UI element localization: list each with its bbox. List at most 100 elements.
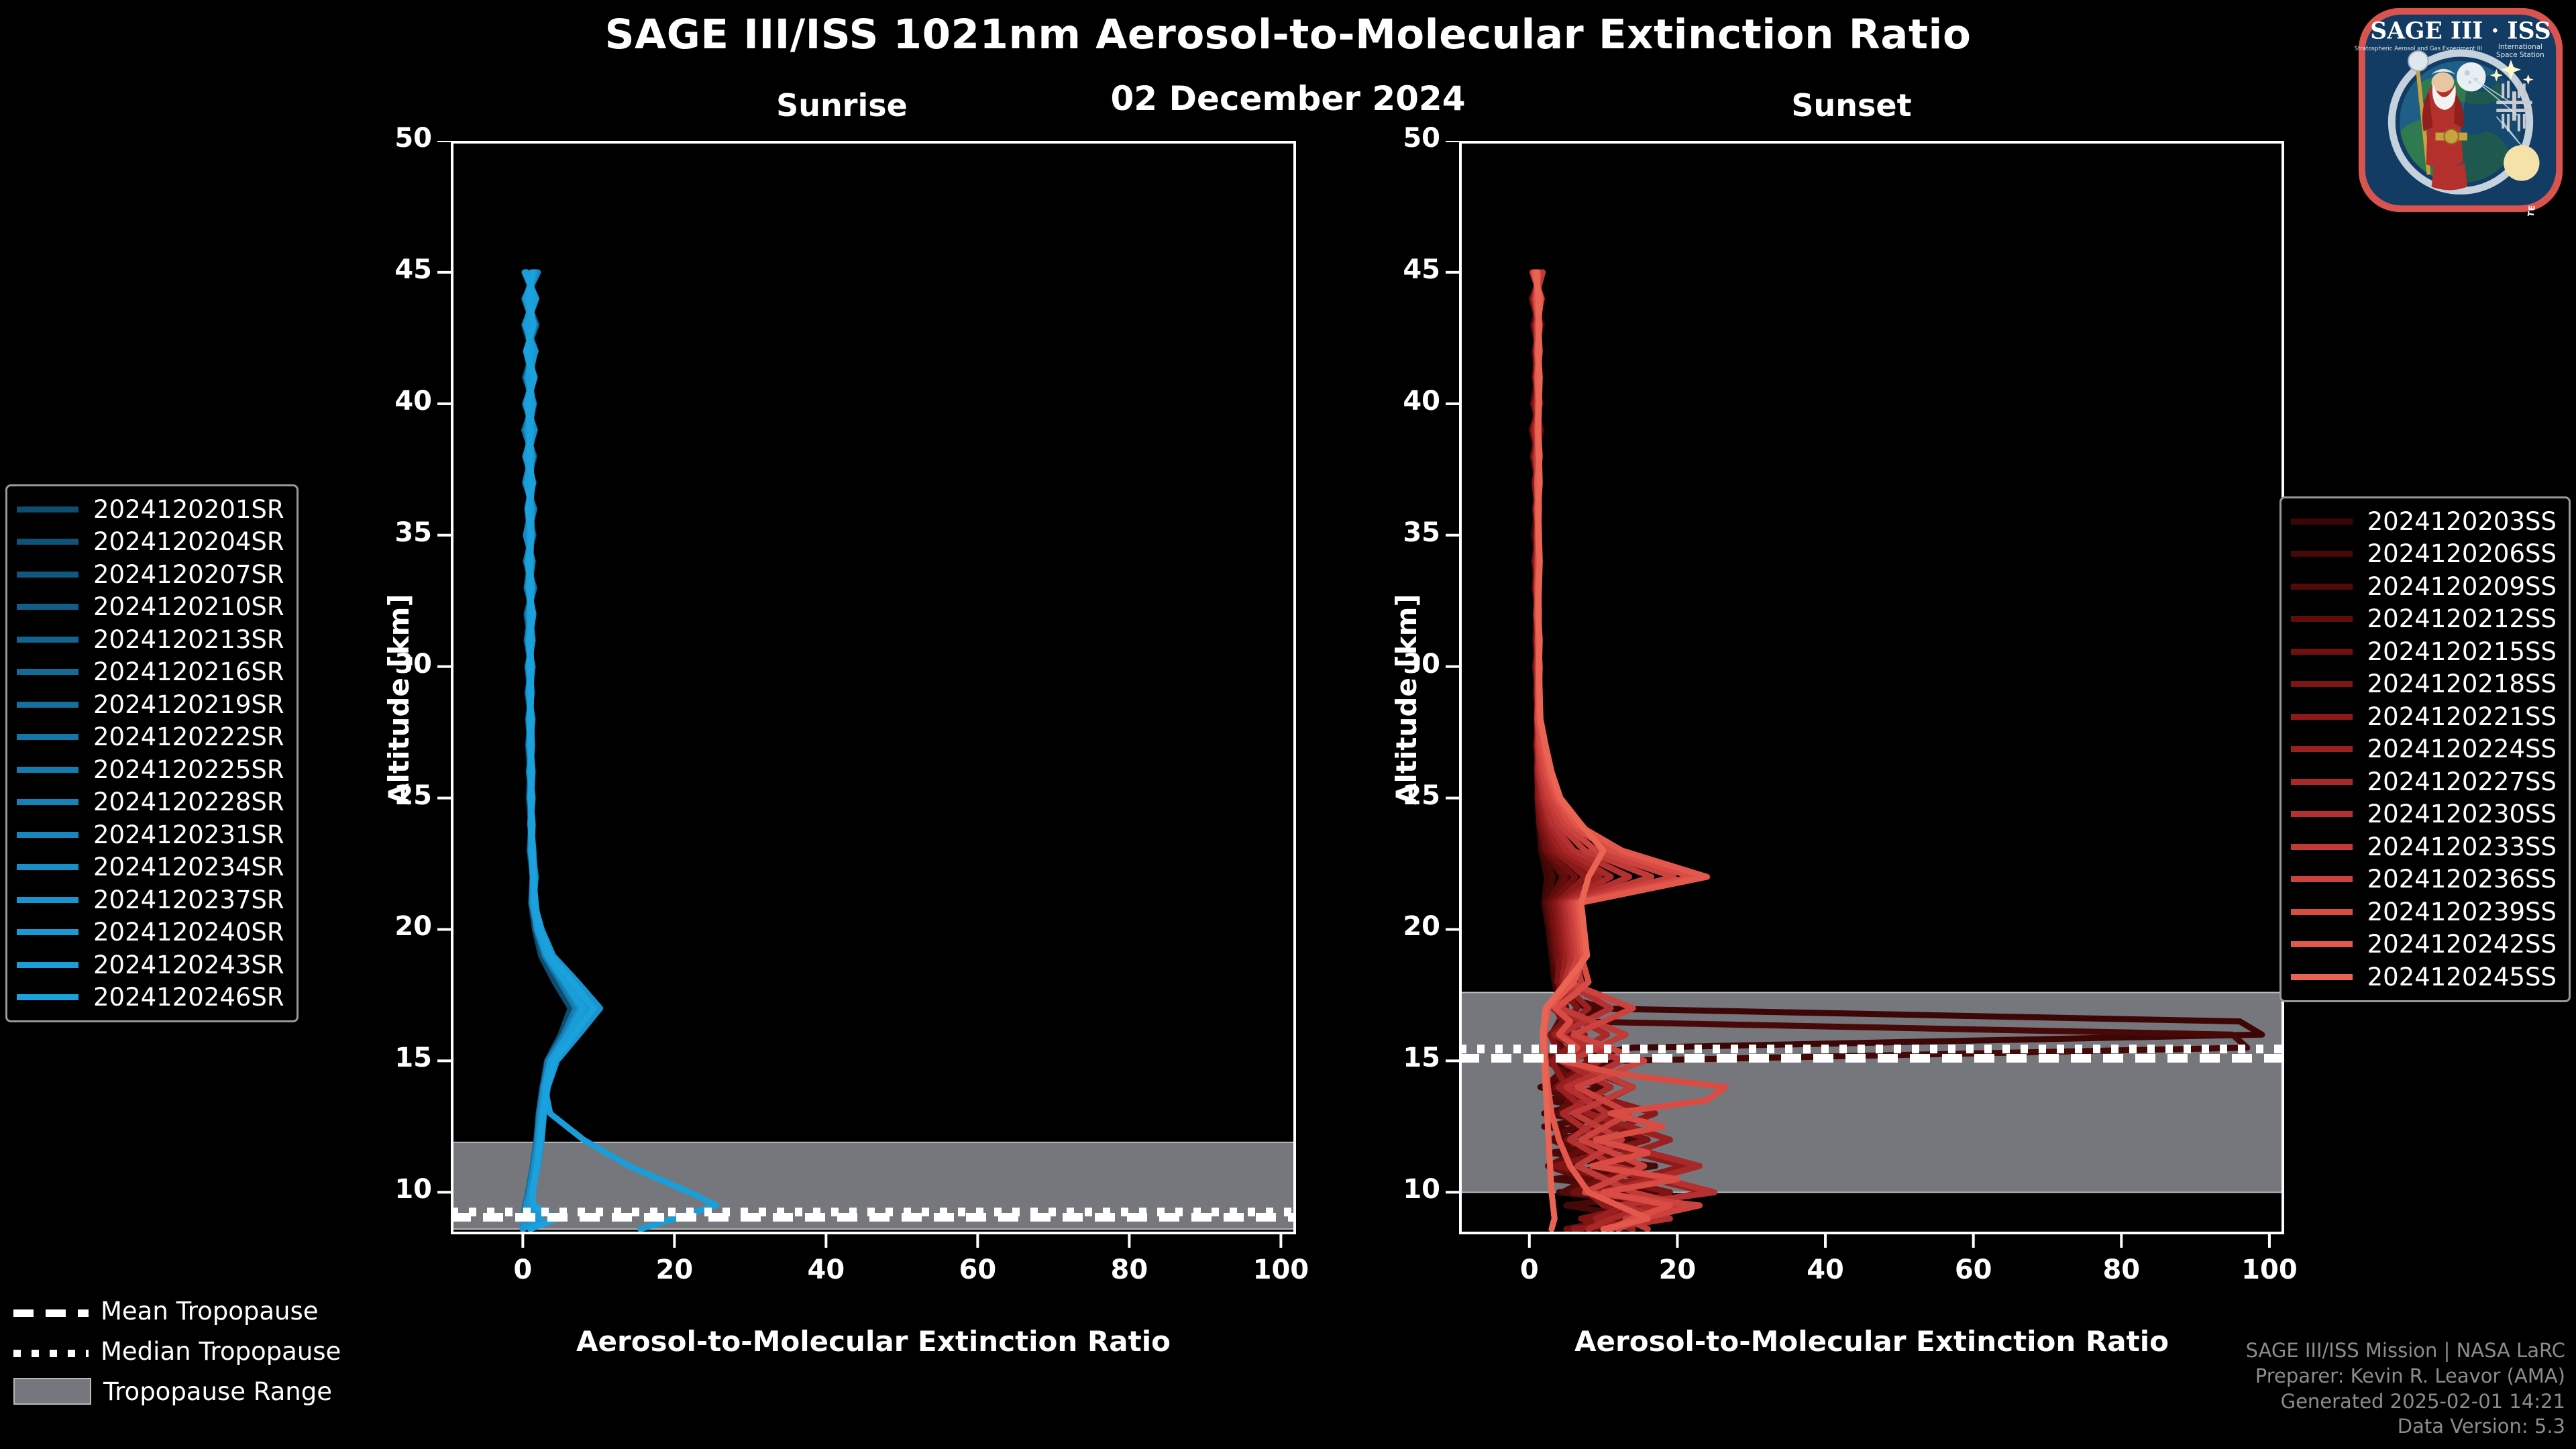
- y-tick-label: 40: [1403, 385, 1440, 417]
- legend-series-label: 2024120201SR: [93, 494, 284, 524]
- y-tick-label: 35: [1403, 517, 1440, 548]
- x-tick-label: 60: [959, 1254, 997, 1285]
- x-tick-label: 60: [1954, 1254, 1992, 1285]
- legend-item[interactable]: 2024120224SS: [2290, 733, 2557, 766]
- x-axis-label-left: Aerosol-to-Molecular Extinction Ratio: [576, 1325, 1171, 1358]
- legend-color-swatch: [17, 636, 78, 643]
- legend-item[interactable]: 2024120203SS: [2290, 505, 2557, 538]
- panel-title-sunrise: Sunrise: [776, 87, 908, 123]
- legend-item[interactable]: 2024120230SS: [2290, 798, 2557, 831]
- dotted-line-icon: [13, 1349, 89, 1357]
- legend-series-label: 2024120206SS: [2367, 539, 2557, 569]
- legend-color-swatch: [17, 864, 78, 871]
- y-tick-label: 50: [394, 123, 432, 154]
- legend-item[interactable]: 2024120243SR: [17, 949, 284, 981]
- legend-color-swatch: [17, 571, 78, 578]
- legend-series-label: 2024120203SS: [2367, 506, 2557, 536]
- date-title: 02 December 2024: [1110, 79, 1466, 118]
- legend-item[interactable]: 2024120242SS: [2290, 928, 2557, 961]
- legend-color-swatch: [17, 701, 78, 708]
- legend-item[interactable]: 2024120231SR: [17, 818, 284, 851]
- legend-item-tropopause-range: Tropopause Range: [13, 1375, 341, 1407]
- y-axis-label-left: Altitude [km]: [382, 594, 415, 805]
- legend-item[interactable]: 2024120201SR: [17, 493, 284, 526]
- y-tick-label: 45: [394, 254, 432, 285]
- legend-series-label: 2024120246SR: [93, 983, 284, 1012]
- legend-color-swatch: [2290, 941, 2353, 948]
- legend-series-label: 2024120225SR: [93, 755, 284, 784]
- legend-item[interactable]: 2024120234SR: [17, 851, 284, 884]
- legend-item[interactable]: 2024120212SS: [2290, 603, 2557, 636]
- legend-series-label: 2024120233SS: [2367, 832, 2557, 861]
- legend-item[interactable]: 2024120204SR: [17, 526, 284, 559]
- plot-panel-sunset: [1446, 141, 2284, 1248]
- legend-series-label: 2024120219SR: [93, 690, 284, 719]
- legend-color-swatch: [17, 831, 78, 838]
- legend-item[interactable]: 2024120233SS: [2290, 830, 2557, 863]
- legend-series-label: 2024120231SR: [93, 820, 284, 849]
- legend-color-swatch: [17, 506, 78, 513]
- legend-color-swatch: [2290, 648, 2353, 655]
- dashed-line-icon: [13, 1309, 89, 1317]
- legend-series-label: 2024120221SS: [2367, 702, 2557, 731]
- legend-color-swatch: [2290, 551, 2353, 557]
- x-tick-label: 40: [807, 1254, 845, 1285]
- legend-series-label: 2024120204SR: [93, 527, 284, 557]
- legend-color-swatch: [2290, 713, 2353, 720]
- y-tick-label: 20: [1403, 911, 1440, 943]
- legend-item[interactable]: 2024120210SR: [17, 591, 284, 624]
- legend-color-swatch: [2290, 681, 2353, 688]
- legend-item-mean-tropopause: Mean Tropopause: [13, 1295, 341, 1327]
- legend-item[interactable]: 2024120213SR: [17, 623, 284, 656]
- legend-color-swatch: [2290, 908, 2353, 915]
- legend-item[interactable]: 2024120246SR: [17, 981, 284, 1014]
- legend-series-label: 2024120230SS: [2367, 800, 2557, 829]
- x-tick-label: 100: [1252, 1254, 1309, 1285]
- legend-series-label: 2024120212SS: [2367, 604, 2557, 634]
- legend-item[interactable]: 2024120219SR: [17, 688, 284, 721]
- legend-item[interactable]: 2024120222SR: [17, 721, 284, 754]
- legend-sunrise[interactable]: 2024120201SR 2024120204SR 2024120207SR 2024…: [5, 484, 299, 1022]
- legend-item[interactable]: 2024120240SR: [17, 916, 284, 949]
- legend-item[interactable]: 2024120227SS: [2290, 765, 2557, 798]
- logo-subtitle-right-2: Space Station: [2496, 51, 2544, 59]
- plot-frame: [451, 141, 1296, 1234]
- y-tick-label: 30: [1403, 648, 1440, 680]
- legend-item[interactable]: 2024120221SS: [2290, 700, 2557, 733]
- legend-item-median-tropopause: Median Tropopause: [13, 1335, 341, 1367]
- legend-sunset[interactable]: 2024120203SS 2024120206SS 2024120209SS 2024…: [2279, 496, 2571, 1002]
- legend-series-label: 2024120209SS: [2367, 572, 2557, 601]
- y-tick-label: 40: [394, 385, 432, 417]
- legend-item[interactable]: 2024120245SS: [2290, 961, 2557, 994]
- legend-item[interactable]: 2024120209SS: [2290, 570, 2557, 603]
- legend-series-label: 2024120237SR: [93, 885, 284, 914]
- y-axis-label-right: Altitude [km]: [1390, 594, 1423, 805]
- y-tick-label: 20: [394, 911, 432, 943]
- profile-line: [522, 269, 720, 1232]
- legend-color-swatch: [2290, 518, 2353, 525]
- x-tick-label: 40: [1807, 1254, 1844, 1285]
- legend-series-label: 2024120239SS: [2367, 897, 2557, 926]
- legend-item[interactable]: 2024120207SR: [17, 558, 284, 591]
- legend-color-swatch: [2290, 746, 2353, 753]
- legend-item[interactable]: 2024120218SS: [2290, 668, 2557, 701]
- legend-item[interactable]: 2024120206SS: [2290, 538, 2557, 571]
- credit-line-preparer: Preparer: Kevin R. Leavor (AMA): [2255, 1364, 2565, 1387]
- legend-color-swatch: [2290, 843, 2353, 850]
- legend-item[interactable]: 2024120237SR: [17, 883, 284, 916]
- legend-item[interactable]: 2024120225SR: [17, 753, 284, 786]
- legend-item[interactable]: 2024120228SR: [17, 786, 284, 819]
- y-tick-label: 35: [394, 517, 432, 548]
- y-tick-label: 25: [394, 780, 432, 811]
- legend-item[interactable]: 2024120239SS: [2290, 896, 2557, 928]
- legend-item[interactable]: 2024120216SR: [17, 656, 284, 689]
- legend-series-label: 2024120224SS: [2367, 735, 2557, 764]
- legend-series-label: 2024120213SR: [93, 625, 284, 654]
- legend-item[interactable]: 2024120236SS: [2290, 863, 2557, 896]
- y-tick-label: 45: [1403, 254, 1440, 285]
- credit-line-version: Data Version: 5.3: [2397, 1415, 2565, 1438]
- legend-series-label: 2024120245SS: [2367, 962, 2557, 991]
- main-title: SAGE III/ISS 1021nm Aerosol-to-Molecular…: [604, 11, 1972, 58]
- legend-item[interactable]: 2024120215SS: [2290, 635, 2557, 668]
- y-tick-label: 15: [394, 1042, 432, 1074]
